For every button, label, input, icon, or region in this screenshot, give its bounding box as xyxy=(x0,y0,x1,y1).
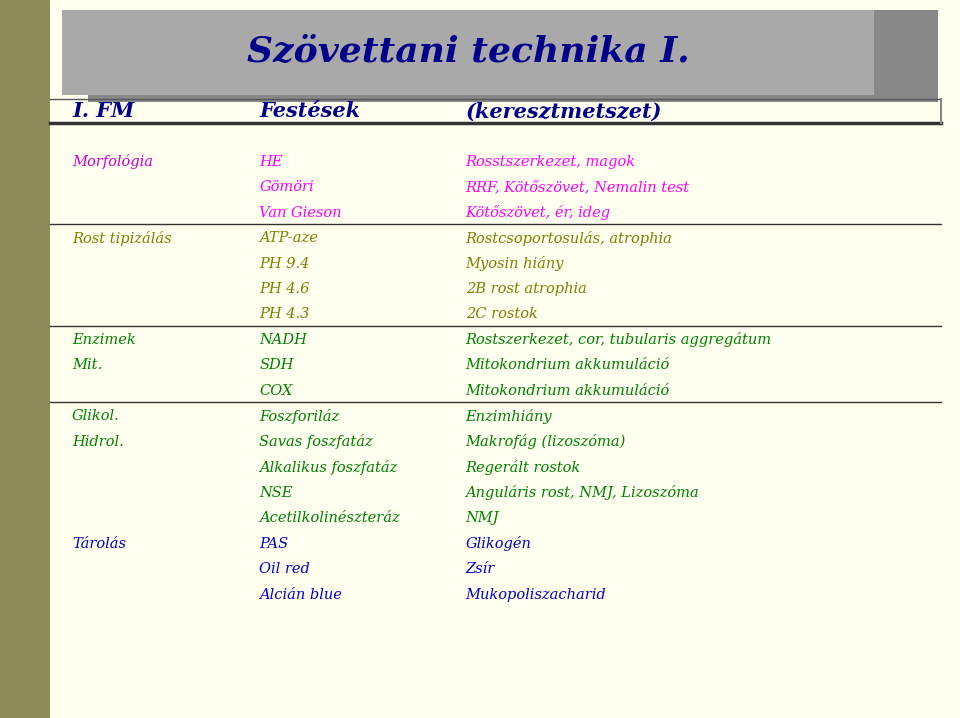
Text: Myosin hiány: Myosin hiány xyxy=(466,256,564,271)
Text: 2C rostok: 2C rostok xyxy=(466,307,538,322)
Text: PH 9.4: PH 9.4 xyxy=(259,256,309,271)
Text: Mitokondrium akkumuláció: Mitokondrium akkumuláció xyxy=(466,384,670,398)
Text: HE: HE xyxy=(259,154,282,169)
Text: Van Gieson: Van Gieson xyxy=(259,205,342,220)
Text: PH 4.6: PH 4.6 xyxy=(259,282,309,296)
Text: Rost tipizálás: Rost tipizálás xyxy=(72,230,172,246)
Text: Rosstszerkezet, magok: Rosstszerkezet, magok xyxy=(466,154,636,169)
Text: Alcián blue: Alcián blue xyxy=(259,588,342,602)
Text: Zsír: Zsír xyxy=(466,562,494,577)
Text: I. FM: I. FM xyxy=(72,101,134,121)
Text: Regerált rostok: Regerált rostok xyxy=(466,460,581,475)
Bar xyxy=(869,10,938,102)
Text: Oil red: Oil red xyxy=(259,562,310,577)
Text: COX: COX xyxy=(259,384,293,398)
Text: Hidrol.: Hidrol. xyxy=(72,435,124,449)
Text: Mit.: Mit. xyxy=(72,358,102,373)
Text: Acetilkolinészteráz: Acetilkolinészteráz xyxy=(259,511,400,526)
Text: Alkalikus foszfatáz: Alkalikus foszfatáz xyxy=(259,460,397,475)
Text: PH 4.3: PH 4.3 xyxy=(259,307,309,322)
Text: NADH: NADH xyxy=(259,333,307,347)
Bar xyxy=(88,12,900,102)
Text: Mukopoliszacharid: Mukopoliszacharid xyxy=(466,588,607,602)
Text: NMJ: NMJ xyxy=(466,511,499,526)
Text: Makrofág (lizoszóma): Makrofág (lizoszóma) xyxy=(466,434,626,449)
Text: Foszforiláz: Foszforiláz xyxy=(259,409,340,424)
Text: Morfológia: Morfológia xyxy=(72,154,153,169)
Text: Anguláris rost, NMJ, Lizoszóma: Anguláris rost, NMJ, Lizoszóma xyxy=(466,485,699,500)
Text: (keresztmetszet): (keresztmetszet) xyxy=(466,101,662,121)
Text: PAS: PAS xyxy=(259,537,288,551)
Text: Enzimhiány: Enzimhiány xyxy=(466,409,552,424)
Text: Tárolás: Tárolás xyxy=(72,537,126,551)
Text: Savas foszfatáz: Savas foszfatáz xyxy=(259,434,372,449)
Text: Gömöri: Gömöri xyxy=(259,180,314,194)
Text: Festések: Festések xyxy=(259,101,360,121)
Text: SDH: SDH xyxy=(259,358,294,373)
Text: Glikol.: Glikol. xyxy=(72,409,120,424)
Text: RRF, Kötőszövet, Nemalin test: RRF, Kötőszövet, Nemalin test xyxy=(466,180,689,194)
Bar xyxy=(0,0,50,718)
Text: Glikogén: Glikogén xyxy=(466,536,532,551)
Text: ATP-aze: ATP-aze xyxy=(259,231,318,245)
Text: NSE: NSE xyxy=(259,486,293,500)
Text: Mitokondrium akkumuláció: Mitokondrium akkumuláció xyxy=(466,358,670,373)
Text: Szövettani technika I.: Szövettani technika I. xyxy=(247,34,690,69)
Text: Enzimek: Enzimek xyxy=(72,333,135,347)
Text: Kötőszövet, ér, ideg: Kötőszövet, ér, ideg xyxy=(466,205,611,220)
Text: Rostszerkezet, cor, tubularis aggregátum: Rostszerkezet, cor, tubularis aggregátum xyxy=(466,332,772,348)
Bar xyxy=(62,10,874,95)
Text: 2B rost atrophia: 2B rost atrophia xyxy=(466,282,587,296)
Text: Rostcsoportosulás, atrophia: Rostcsoportosulás, atrophia xyxy=(466,230,672,246)
